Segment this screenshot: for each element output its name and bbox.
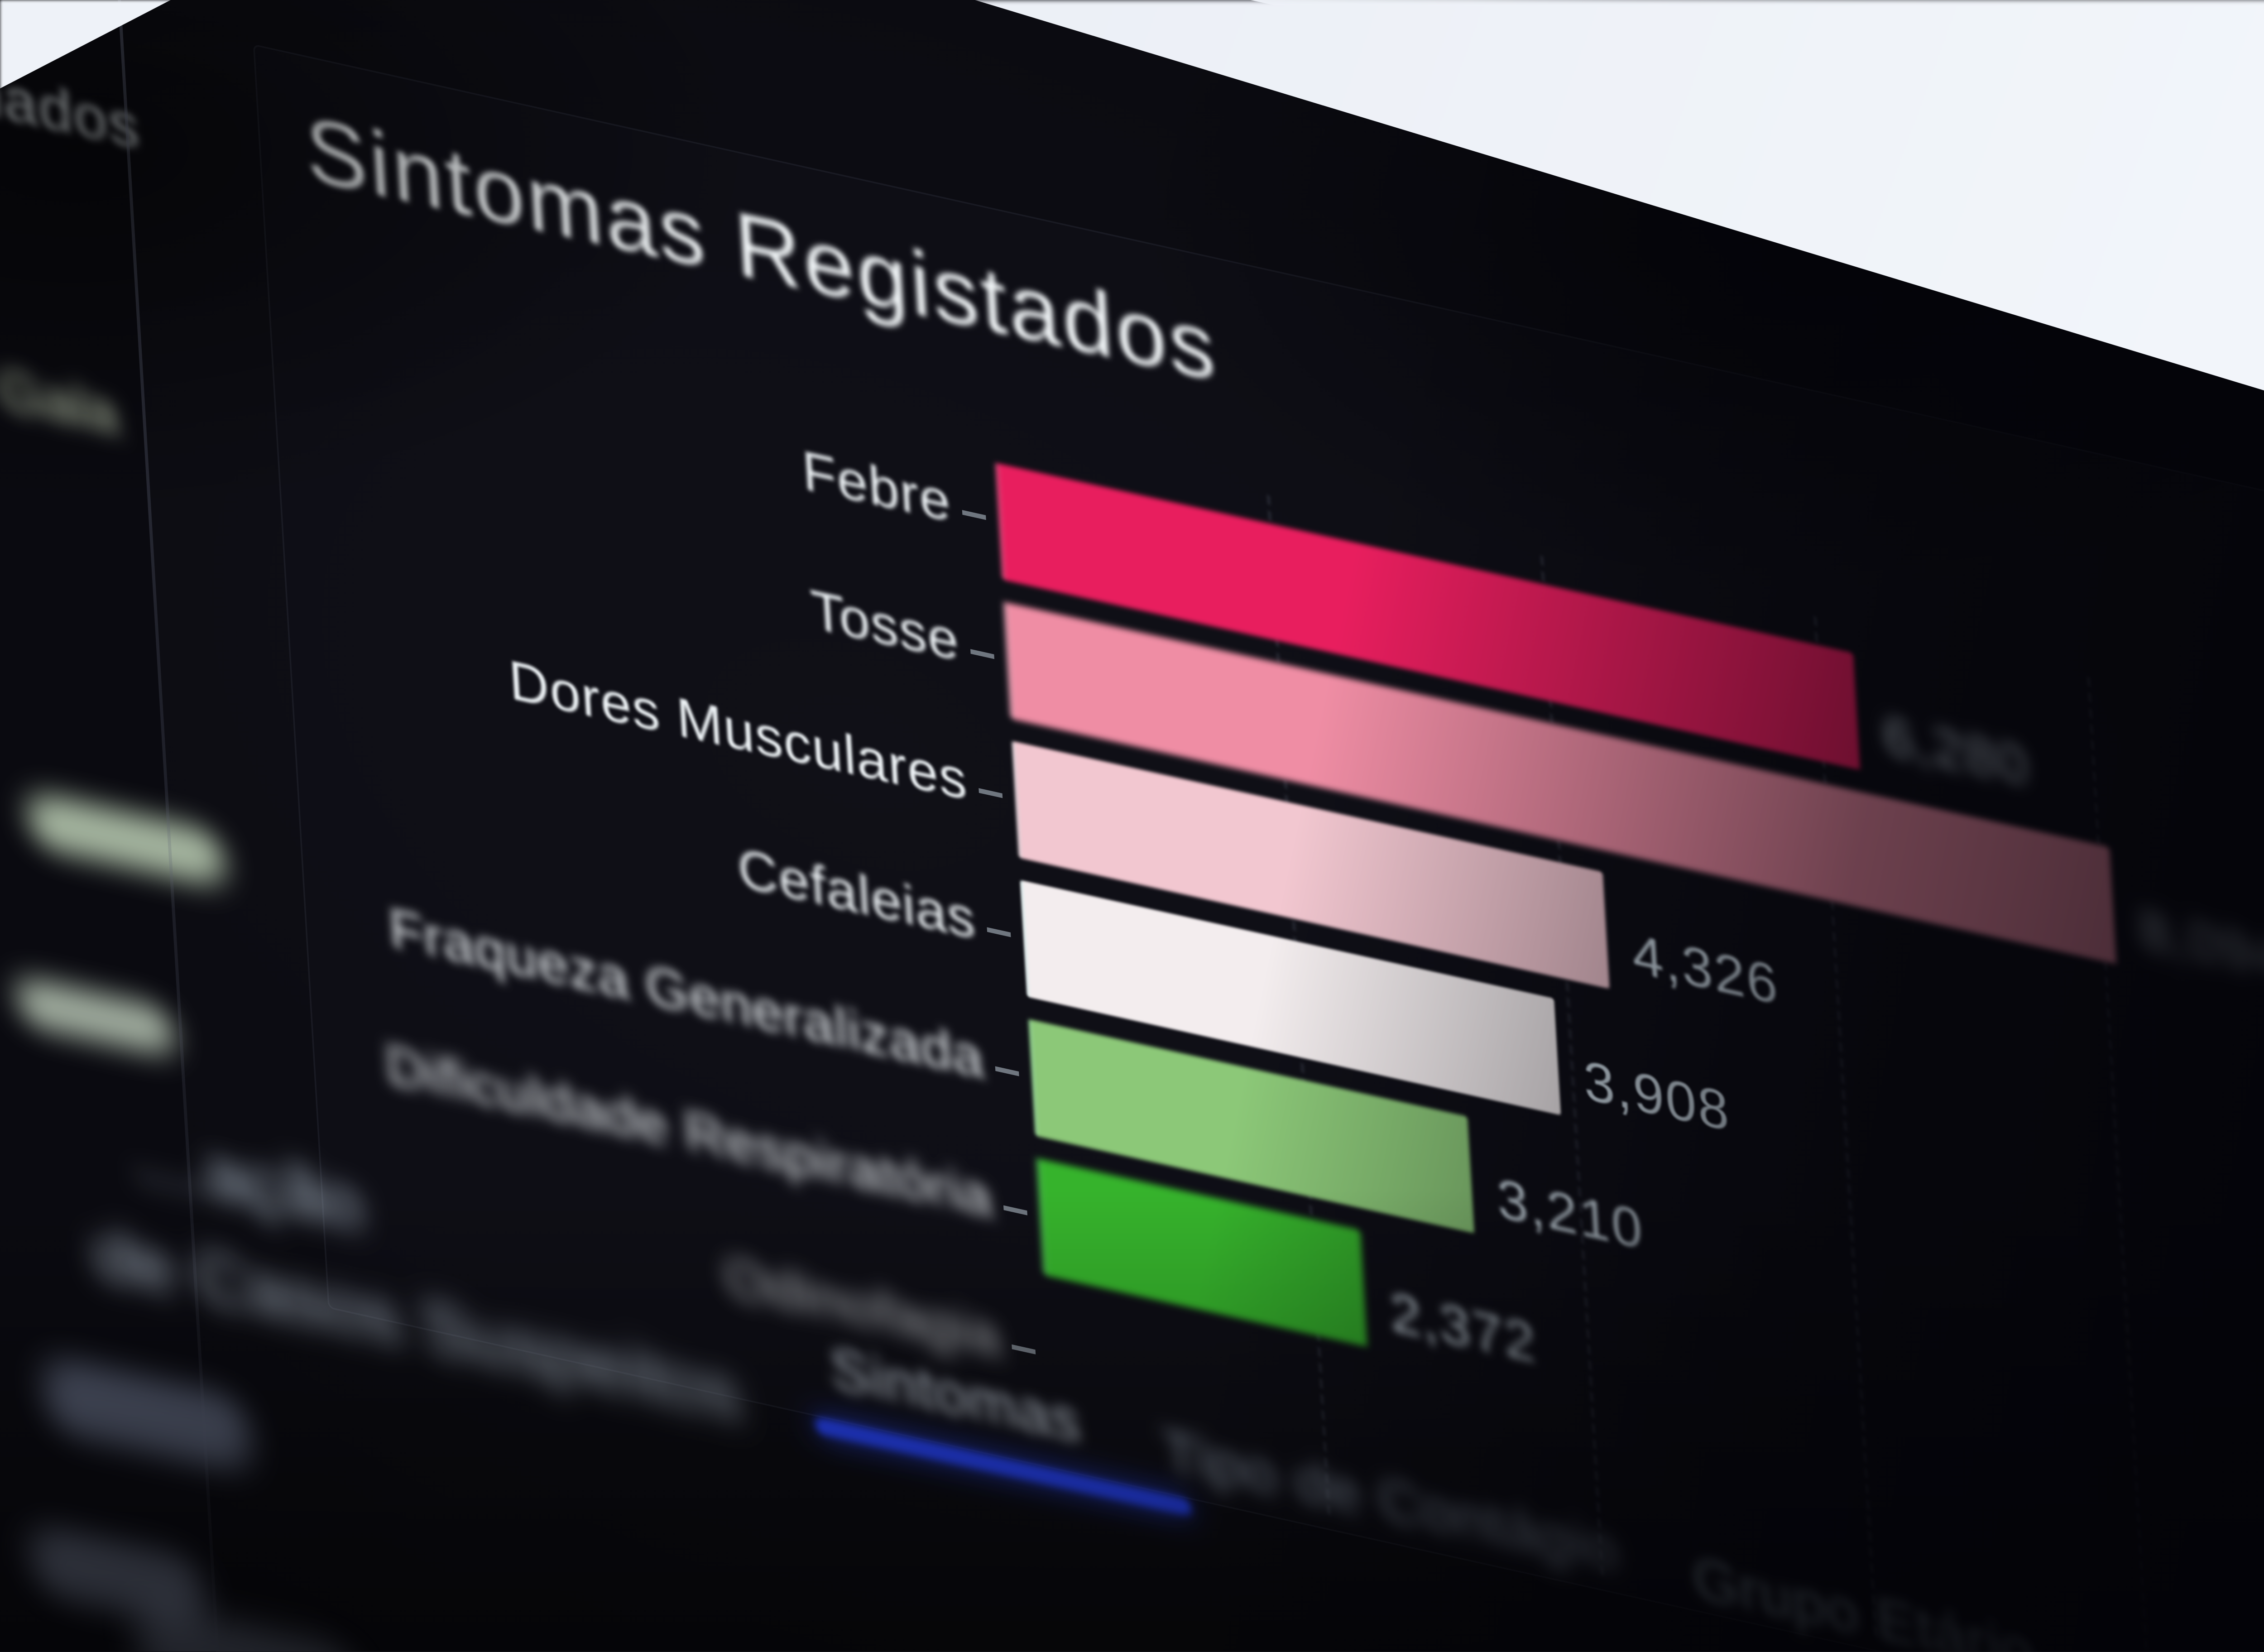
axis-tick xyxy=(970,649,995,659)
bar-value-label: 3,908 xyxy=(1582,1050,1732,1144)
axis-tick xyxy=(1012,1344,1036,1354)
axis-tick xyxy=(1003,1205,1027,1215)
blurred-sidebar-item xyxy=(134,1600,361,1652)
bar-value-label: 6,280 xyxy=(1881,704,2031,799)
blurred-sidebar-item xyxy=(42,1354,253,1476)
bar-value-label: 4,326 xyxy=(1631,923,1781,1018)
axis-tick xyxy=(979,788,1003,798)
bar-value-label: 8,094 xyxy=(2137,898,2264,993)
axis-tick xyxy=(987,927,1011,937)
axis-tick xyxy=(962,510,986,520)
axis-tick xyxy=(995,1066,1019,1076)
bar-value-label: 3,210 xyxy=(1495,1167,1646,1262)
bar-value-label: 2,372 xyxy=(1388,1281,1539,1376)
